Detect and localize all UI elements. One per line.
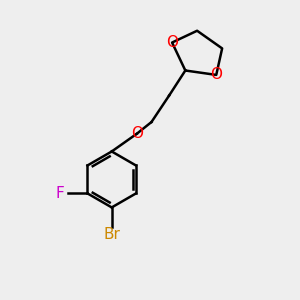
Text: Br: Br — [103, 227, 120, 242]
Text: O: O — [131, 126, 143, 141]
Text: O: O — [166, 35, 178, 50]
Text: F: F — [56, 186, 64, 201]
Text: O: O — [210, 68, 222, 82]
